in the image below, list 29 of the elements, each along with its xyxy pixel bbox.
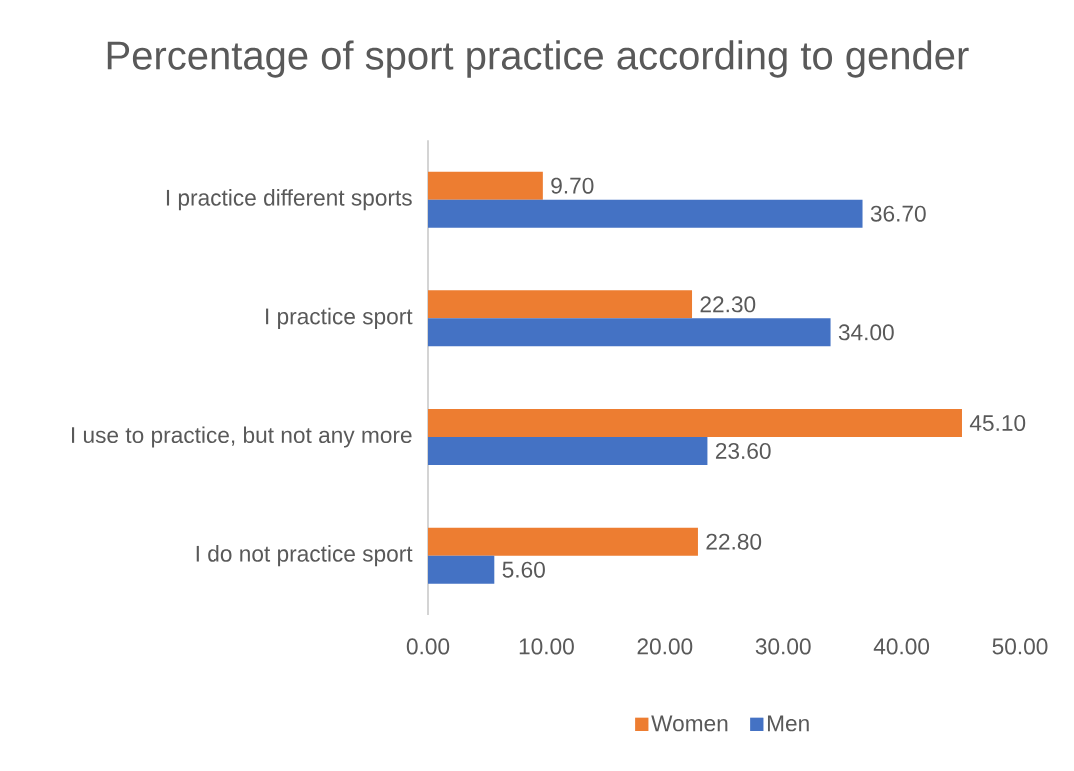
data-label: 34.00	[838, 324, 894, 341]
y-tick-label: I practice different sports	[166, 189, 412, 211]
x-tick-label: 0.00	[406, 638, 450, 655]
data-label: 22.30	[700, 296, 756, 313]
data-label: 36.70	[870, 205, 926, 222]
legend-label: Women	[651, 715, 728, 732]
bar	[428, 318, 831, 347]
data-label: 5.60	[502, 561, 545, 578]
bar	[428, 199, 863, 228]
y-tick-label: I use to practice, but not any more	[72, 426, 412, 448]
data-label: 9.70	[551, 177, 594, 194]
legend-label: Men	[767, 715, 809, 732]
x-tick-label: 30.00	[755, 638, 811, 655]
bar	[428, 437, 708, 465]
x-tick-label: 20.00	[637, 638, 693, 655]
x-tick-label: 10.00	[519, 638, 574, 655]
y-tick-label: I practice sport	[266, 307, 413, 329]
data-label: 45.10	[969, 414, 1026, 432]
chart-title: Percentage of sport practice according to gender	[107, 40, 969, 78]
bar	[428, 171, 543, 200]
x-tick-label: 50.00	[992, 638, 1048, 655]
bar	[428, 290, 693, 319]
bar	[428, 555, 495, 584]
bar	[428, 527, 698, 556]
x-tick-label: 40.00	[873, 638, 930, 655]
bar	[428, 409, 962, 437]
y-tick-label: I do not practice sport	[196, 545, 413, 567]
data-label: 22.80	[706, 533, 762, 550]
data-label: 23.60	[715, 442, 771, 460]
